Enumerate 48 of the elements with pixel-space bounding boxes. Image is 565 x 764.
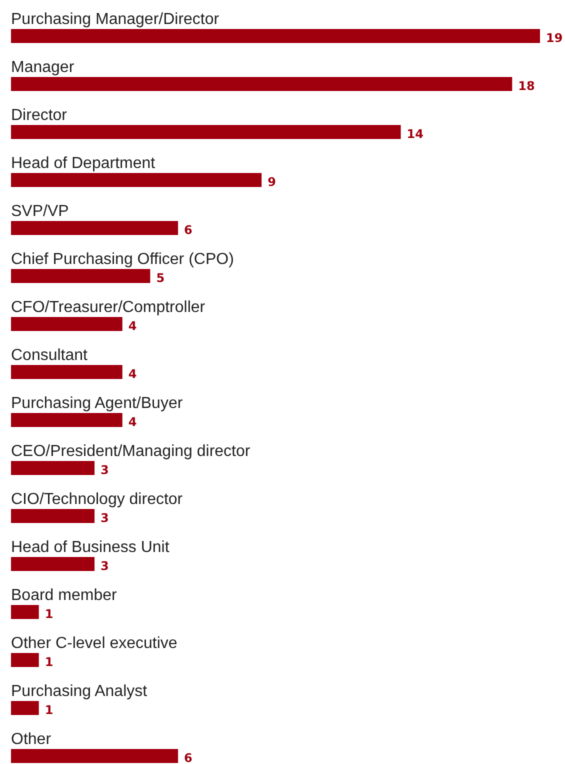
data-label: 3 xyxy=(100,559,109,573)
data-label: 18 xyxy=(518,79,535,93)
data-label: 3 xyxy=(100,511,109,525)
bar xyxy=(11,365,122,379)
y-tick-label: Head of Department xyxy=(11,155,156,172)
y-tick-label: Head of Business Unit xyxy=(11,539,170,556)
bar xyxy=(11,605,39,619)
data-label: 4 xyxy=(128,415,137,429)
data-label: 6 xyxy=(184,223,192,237)
data-label: 14 xyxy=(406,127,424,141)
y-tick-label: Purchasing Agent/Buyer xyxy=(11,395,184,412)
bar xyxy=(11,173,262,187)
y-tick-label: Consultant xyxy=(11,347,88,364)
bar xyxy=(11,749,178,763)
y-tick-label: SVP/VP xyxy=(11,203,69,220)
bar xyxy=(11,557,95,571)
y-tick-label: Director xyxy=(11,107,68,124)
bar xyxy=(11,509,95,523)
data-label: 1 xyxy=(44,607,54,621)
y-tick-label: Purchasing Analyst xyxy=(11,683,148,700)
bar xyxy=(11,125,401,139)
y-tick-label: Other xyxy=(11,731,52,748)
bar xyxy=(11,701,39,715)
data-label: 4 xyxy=(128,319,137,333)
bar xyxy=(11,461,95,475)
data-label: 3 xyxy=(100,463,109,477)
bar xyxy=(11,29,540,43)
bar xyxy=(11,413,122,427)
bar xyxy=(11,77,512,91)
data-label: 1 xyxy=(44,655,54,669)
bar xyxy=(11,653,39,667)
data-label: 4 xyxy=(128,367,137,381)
data-label: 9 xyxy=(268,175,276,189)
data-label: 1 xyxy=(44,703,54,717)
y-tick-label: Chief Purchasing Officer (CPO) xyxy=(11,251,234,268)
bar xyxy=(11,269,150,283)
y-tick-label: Other C-level executive xyxy=(11,635,178,652)
y-tick-label: Purchasing Manager/Director xyxy=(11,11,220,28)
bar xyxy=(11,221,178,235)
data-label: 5 xyxy=(156,271,165,285)
data-label: 19 xyxy=(546,31,563,45)
bar xyxy=(11,317,122,331)
y-tick-label: Board member xyxy=(11,587,118,604)
data-label: 6 xyxy=(184,751,192,764)
y-tick-label: CEO/President/Managing director xyxy=(11,443,251,460)
y-tick-label: CIO/Technology director xyxy=(11,491,184,508)
y-tick-label: Manager xyxy=(11,59,75,76)
y-tick-label: CFO/Treasurer/Comptroller xyxy=(11,299,206,316)
